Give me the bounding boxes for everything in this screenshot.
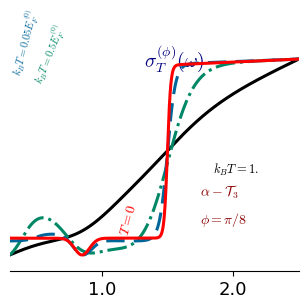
Text: $k_BT = 0.05E_F^{(0)}$: $k_BT = 0.05E_F^{(0)}$ <box>7 7 44 78</box>
Text: $\sigma_T^{(\phi)}(\omega)$: $\sigma_T^{(\phi)}(\omega)$ <box>144 43 204 74</box>
T=0 <box>8 236 12 240</box>
Text: $k_BT = 0.5E_F^{(0)}$: $k_BT = 0.5E_F^{(0)}$ <box>28 22 70 87</box>
Line: T=0: T=0 <box>10 59 299 255</box>
T=0 <box>23 236 26 240</box>
T=0 <box>289 58 292 61</box>
Text: $\phi = \pi/8$: $\phi = \pi/8$ <box>200 211 248 229</box>
Text: $T = 0$: $T = 0$ <box>117 203 139 238</box>
T=0 <box>297 57 301 61</box>
T=0 <box>80 253 84 257</box>
T=0 <box>149 236 152 240</box>
T=0 <box>141 236 145 240</box>
T=0 <box>236 60 239 64</box>
Text: $\alpha - \mathcal{T}_3$: $\alpha - \mathcal{T}_3$ <box>200 184 239 201</box>
Text: $k_BT = 1.$: $k_BT = 1.$ <box>213 161 259 178</box>
T=0 <box>289 58 292 61</box>
